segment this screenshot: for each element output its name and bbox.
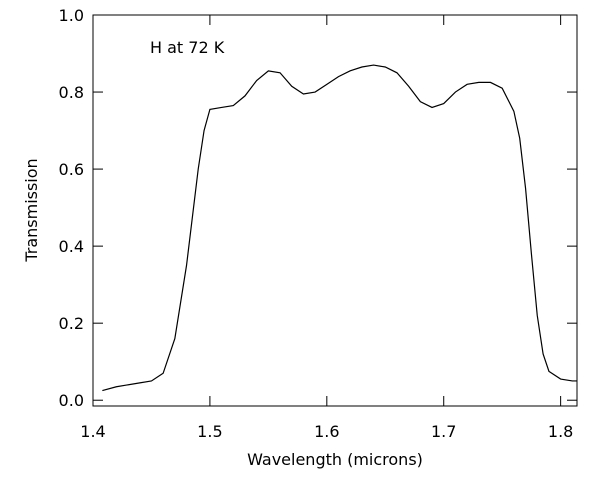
x-tick-label: 1.4 <box>80 422 105 441</box>
x-tick-label: 1.5 <box>197 422 222 441</box>
y-tick-label: 0.8 <box>59 83 84 102</box>
x-axis-label: Wavelength (microns) <box>247 450 423 469</box>
y-axis-label: Transmission <box>22 158 41 262</box>
y-tick-label: 0.2 <box>59 314 84 333</box>
y-tick-label: 0.6 <box>59 160 84 179</box>
x-tick-label: 1.8 <box>548 422 573 441</box>
plot-frame <box>92 14 578 407</box>
x-tick-label: 1.6 <box>314 422 339 441</box>
line-series <box>102 64 577 392</box>
y-tick-label: 0.4 <box>59 237 84 256</box>
y-tick-label: 1.0 <box>59 6 84 25</box>
x-tick-label: 1.7 <box>431 422 456 441</box>
annotation: H at 72 K <box>150 38 225 57</box>
y-tick-label: 0.0 <box>59 391 84 410</box>
